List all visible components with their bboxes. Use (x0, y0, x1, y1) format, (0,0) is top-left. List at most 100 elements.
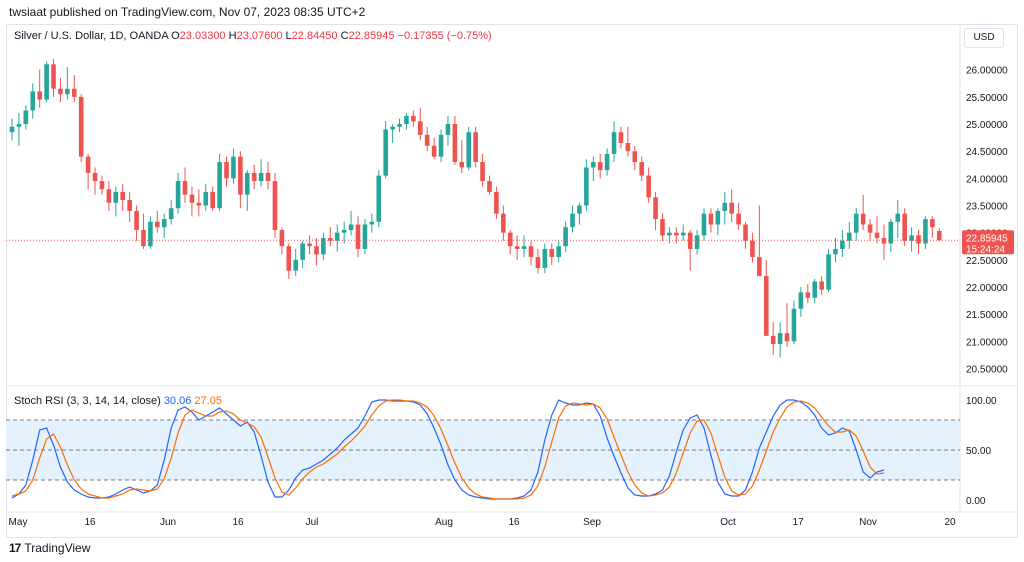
candle-body (369, 221, 375, 225)
time-tick-label: Nov (859, 517, 877, 528)
candle-body (175, 181, 181, 209)
candle-body (37, 91, 42, 100)
price-tick-label: 21.00000 (966, 337, 1008, 348)
candle-body (853, 213, 859, 233)
price-tick-label: 24.00000 (966, 174, 1008, 185)
time-tick-label: 16 (508, 517, 520, 528)
candle-body (936, 231, 942, 241)
candle-body (584, 167, 589, 206)
candle-body (383, 129, 388, 176)
time-tick-label: May (9, 517, 28, 528)
candle-body (770, 335, 776, 344)
candle-body (791, 308, 797, 342)
candle-body (355, 224, 361, 249)
candle-body (549, 248, 555, 258)
price-tick-label: 24.50000 (966, 147, 1008, 158)
candle-body (445, 124, 451, 135)
candle-body (71, 88, 77, 97)
currency-button[interactable]: USD (964, 28, 1004, 48)
candle-body (424, 134, 430, 146)
candles (9, 58, 942, 358)
candle-body (521, 246, 527, 249)
candle-body (680, 232, 686, 236)
candle-body (417, 121, 423, 135)
candle-body (736, 213, 741, 225)
candle-body (328, 238, 333, 241)
candle-body (286, 246, 292, 271)
candle-body (217, 162, 222, 209)
candle-body (570, 213, 575, 228)
price-tick-label: 25.50000 (966, 93, 1008, 104)
high-value: 23.07600 (236, 30, 283, 42)
candle-body (390, 126, 395, 130)
candle-body (722, 202, 728, 211)
stoch-rsi-k-value: 30.06 (163, 395, 192, 407)
candle-body (812, 281, 818, 298)
candle-body (902, 213, 907, 241)
time-tick-label: 17 (792, 517, 804, 528)
stoch-rsi-d-line (11, 399, 884, 500)
candle-body (224, 162, 229, 179)
time-tick-label: Sep (583, 517, 601, 528)
stoch-rsi-tick-label: 100.00 (966, 396, 997, 407)
candle-body (514, 246, 520, 249)
candle-body (404, 115, 409, 125)
candle-body (563, 227, 568, 247)
candle-body (909, 235, 914, 241)
price-tick-label: 22.00000 (966, 283, 1008, 294)
change-value: −0.17355 (−0.75%) (397, 30, 492, 42)
time-tick-label: 20 (944, 517, 956, 528)
candle-body (438, 134, 444, 157)
candle-body (134, 210, 139, 230)
candle-body (487, 181, 492, 192)
candle-body (231, 156, 236, 179)
candle-body (473, 132, 478, 163)
candle-body (860, 213, 866, 225)
candle-body (763, 276, 769, 336)
price-tick-label: 22.50000 (966, 256, 1008, 267)
candle-body (867, 224, 873, 233)
candle-body (646, 175, 651, 198)
low-value: 22.84450 (291, 30, 338, 42)
candle-body (65, 88, 70, 95)
candle-body (148, 221, 153, 247)
candle-body (9, 126, 15, 133)
candle-body (826, 254, 831, 290)
time-tick-label: Jun (160, 517, 176, 528)
candle-body (210, 191, 215, 209)
candle-body (411, 115, 416, 122)
candle-body (542, 248, 548, 268)
candle-body (161, 219, 167, 228)
tradingview-wordmark: TradingView (24, 541, 91, 555)
candle-body (930, 219, 935, 228)
candle-body (501, 213, 506, 233)
open-label: O (171, 30, 180, 42)
candle-body (743, 224, 748, 241)
candle-body (507, 232, 513, 247)
candle-body (348, 224, 354, 230)
close-value: 22.85945 (348, 30, 395, 42)
candle-body (196, 202, 202, 206)
candle-body (757, 257, 762, 277)
candle-body (895, 213, 901, 222)
candle-body (480, 162, 485, 182)
candle-body (452, 124, 458, 163)
candle-body (362, 224, 368, 249)
symbol-title: Silver / U.S. Dollar, 1D, OANDA (14, 30, 169, 42)
candle-body (632, 151, 638, 163)
candle-body (888, 221, 894, 244)
time-tick-label: Oct (720, 517, 736, 528)
candle-body (750, 240, 755, 258)
candle-body (874, 232, 880, 239)
chart-frame (6, 24, 1018, 538)
candle-body (625, 143, 631, 152)
candle-body (694, 235, 700, 249)
candle-body (265, 172, 271, 182)
candle-body (106, 189, 112, 203)
candle-body (611, 132, 617, 154)
price-tick-label: 23.50000 (966, 201, 1008, 212)
candle-body (674, 232, 679, 236)
candle-body (840, 240, 845, 249)
candle-body (881, 238, 887, 244)
